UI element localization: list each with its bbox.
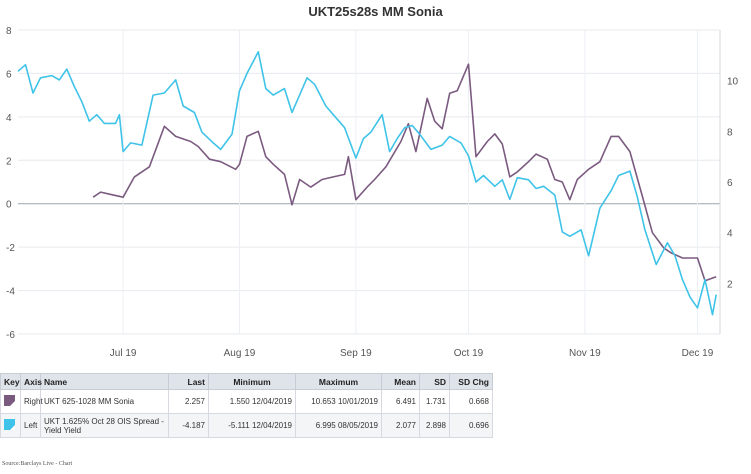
maximum-cell: 10.653 10/01/2019	[295, 389, 382, 414]
axis-layer: 8 6 4 2 0 -2 -4 -6 10 8 6 4 2 Jul 19 Aug 19 Sep 19 Oct 1…	[6, 26, 739, 359]
left-axis-tick-label: 8	[6, 26, 12, 37]
series-layer	[17, 50, 717, 316]
line-chart: 8 6 4 2 0 -2 -4 -6 10 8 6 4 2 Jul 19 Aug 19 Sep 19 Oct 1…	[6, 26, 739, 359]
series-line	[92, 63, 717, 282]
right-axis-tick-label: 10	[727, 77, 739, 88]
minimum-cell: -5.111 12/04/2019	[208, 413, 296, 438]
left-axis-tick-label: -6	[6, 330, 15, 341]
maximum-cell: 6.995 08/05/2019	[295, 413, 382, 438]
col-maximum: Maximum	[295, 373, 382, 390]
col-minimum: Minimum	[208, 373, 296, 390]
left-axis-tick-label: -2	[6, 243, 15, 254]
chart-title: UKT25s28s MM Sonia	[308, 4, 443, 19]
left-axis-tick-label: -4	[6, 287, 15, 298]
minimum-cell: 1.550 12/04/2019	[208, 389, 296, 414]
key-table: Key Axis Name Last Minimum Maximum Mean …	[0, 373, 493, 438]
col-last: Last	[168, 373, 209, 390]
right-axis-tick-label: 8	[727, 127, 733, 138]
left-axis-tick-label: 6	[6, 69, 12, 80]
x-axis-tick-label: Jul 19	[110, 348, 137, 359]
key-table-row: Right UKT 625-1028 MM Sonia 2.257 1.550 …	[0, 389, 493, 414]
series-swatch	[4, 419, 15, 430]
sd-chg-cell: 0.696	[449, 413, 493, 438]
col-mean: Mean	[381, 373, 420, 390]
series-line	[17, 50, 717, 316]
col-axis: Axis	[20, 373, 42, 390]
right-axis-tick-label: 2	[727, 279, 733, 290]
grid-layer	[18, 29, 721, 335]
x-axis-tick-label: Aug 19	[224, 348, 256, 359]
last-cell: -4.187	[168, 413, 209, 438]
col-sd-chg: SD Chg	[449, 373, 493, 390]
sd-cell: 2.898	[419, 413, 450, 438]
left-axis-tick-label: 4	[6, 113, 12, 124]
col-name: Name	[40, 373, 169, 390]
series-swatch	[4, 395, 15, 406]
x-axis-tick-label: Nov 19	[569, 348, 601, 359]
x-axis-tick-label: Sep 19	[340, 348, 372, 359]
source-note: Source:Barclays Live - Chart	[2, 461, 73, 467]
sd-chg-cell: 0.668	[449, 389, 493, 414]
name-cell: UKT 1.625% Oct 28 OIS Spread - Yield Yie…	[40, 413, 169, 438]
mean-cell: 6.491	[381, 389, 420, 414]
right-axis-tick-label: 6	[727, 178, 733, 189]
x-axis-tick-label: Oct 19	[454, 348, 484, 359]
right-axis-tick-label: 4	[727, 229, 733, 240]
key-table-header: Key Axis Name Last Minimum Maximum Mean …	[0, 373, 493, 390]
col-sd: SD	[419, 373, 450, 390]
last-cell: 2.257	[168, 389, 209, 414]
key-cell	[0, 389, 21, 414]
axis-cell: Left	[20, 413, 41, 438]
key-table-row: Left UKT 1.625% Oct 28 OIS Spread - Yiel…	[0, 413, 493, 438]
key-cell	[0, 413, 21, 438]
x-axis-tick-label: Dec 19	[682, 348, 714, 359]
left-axis-tick-label: 2	[6, 156, 12, 167]
mean-cell: 2.077	[381, 413, 420, 438]
col-key: Key	[0, 373, 21, 390]
left-axis-tick-label: 0	[6, 200, 12, 211]
axis-cell: Right	[20, 389, 43, 414]
sd-cell: 1.731	[419, 389, 450, 414]
name-cell: UKT 625-1028 MM Sonia	[40, 389, 169, 414]
